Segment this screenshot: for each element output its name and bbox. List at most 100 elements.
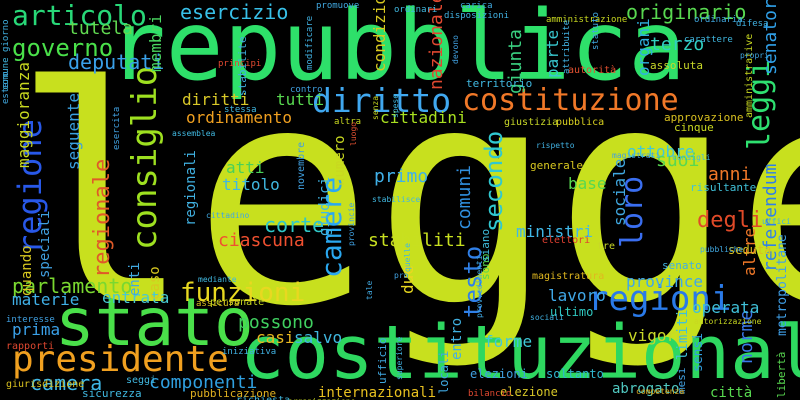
word-stato: stato <box>55 284 254 361</box>
word-numero: numero <box>332 135 348 186</box>
word-carattere: carattere <box>684 35 733 45</box>
word-autorizzazione: autorizzazione <box>694 317 762 326</box>
word-costituzione: costituzione <box>462 83 679 118</box>
word-pubblica: pubblica <box>556 117 605 128</box>
word-promuove: promuove <box>316 1 360 11</box>
word-suoi: suoi <box>656 150 700 171</box>
word-devono: devono <box>451 35 460 64</box>
word-ciascuna: ciascuna <box>218 230 305 251</box>
word-autorita: autorità <box>568 65 617 76</box>
word-enti: enti <box>127 262 143 296</box>
word-sociale: sociale <box>610 158 629 226</box>
word-operata: operata <box>692 298 760 317</box>
word-novembre: novembre <box>296 141 307 190</box>
word-casi: casi <box>256 328 295 347</box>
word-abrogato: abrogato <box>612 381 680 397</box>
word-provvedimenti: provvedimenti <box>475 255 484 318</box>
word-esercizio: esercizio <box>180 0 289 24</box>
word-esercita: esercita <box>112 106 122 150</box>
word-disposizioni: disposizioni <box>444 11 510 21</box>
word-forme: forme <box>484 332 533 351</box>
word-assicura: assicura <box>196 299 240 309</box>
word-tutti: tutti <box>276 90 325 109</box>
word-internazionali: internazionali <box>318 385 437 400</box>
word-materie: materie <box>12 290 80 309</box>
word-camera: camera <box>30 371 103 395</box>
word-mediante: mediante <box>198 275 237 284</box>
word-entrata: entrata <box>102 288 170 307</box>
word-comuni: comuni <box>454 164 475 230</box>
word-seguente: seguente <box>64 92 83 170</box>
word-anni: anni <box>708 164 752 185</box>
word-originario: originario <box>626 0 747 24</box>
word-giudici: giudici <box>317 176 333 236</box>
word-estero: estero <box>1 71 11 104</box>
word-corte: corte <box>264 213 325 237</box>
word-componenti: componenti <box>149 372 258 393</box>
word-richiesta: richiesta <box>236 396 290 400</box>
word-pubbliche: pubbliche <box>700 245 744 254</box>
word-ministri: ministri <box>516 222 594 241</box>
word-sensi: sensi <box>691 332 706 372</box>
word-soltanto: soltanto <box>546 367 604 381</box>
word-modificare: modificare <box>305 15 315 70</box>
word-limiti: limiti <box>675 309 691 360</box>
word-generale: generale <box>530 159 583 172</box>
word-diritto: diritto <box>312 81 452 120</box>
word-elezioni: elezioni <box>470 367 528 381</box>
word-amministrative: amministrative <box>744 33 755 118</box>
word-possono: possono <box>238 312 314 333</box>
word-entro: entro <box>449 317 465 360</box>
word-pubblicazione: pubblicazione <box>190 387 277 400</box>
word-senatori: senatori <box>760 0 781 75</box>
word-locali: locali <box>437 350 451 394</box>
word-propri: propri <box>740 51 769 60</box>
word-caso: caso <box>147 266 163 300</box>
word-magistrati: magistrati <box>612 151 661 160</box>
word-ordinari: ordinari <box>394 5 438 15</box>
word-terzo: terzo <box>650 34 705 55</box>
word-maggioranza: maggioranza <box>14 62 33 168</box>
word-metropolitane: metropolitane <box>775 234 790 336</box>
word-lavoro: lavoro <box>548 286 606 305</box>
word-stabilisce: stabilisce <box>372 195 421 204</box>
word-luogo: luogo <box>349 121 358 146</box>
word-rapporti: rapporti <box>6 341 55 352</box>
word-seduta: seduta <box>728 243 772 257</box>
word-governo: governo <box>12 34 114 62</box>
word-parte: parte <box>543 29 562 78</box>
word-funzioni: funzioni <box>180 278 306 308</box>
word-parlamento: parlamento <box>12 274 133 298</box>
word-carica: carica <box>460 1 493 11</box>
word-giorno: giorno <box>1 19 11 52</box>
word-province: province <box>626 272 704 291</box>
word-regionale: regionale <box>90 158 115 278</box>
word-regionali: regionali <box>183 150 199 226</box>
word-ordinamento: ordinamento <box>186 108 292 127</box>
word-deputati: deputati <box>68 50 165 74</box>
word-ottobre: ottobre <box>627 142 695 161</box>
word-sicurezza: sicurezza <box>82 387 142 400</box>
word-diritti: diritti <box>182 90 250 109</box>
word-quelle: quelle <box>403 243 412 272</box>
word-personale: personale <box>210 297 265 308</box>
word-competenza: competenza <box>636 387 685 396</box>
word-senza: senza <box>371 95 380 120</box>
word-ufficio: ufficio <box>376 337 389 384</box>
word-primo: primo <box>374 166 429 187</box>
word-atti: atti <box>226 158 265 177</box>
word-difesa: difesa <box>736 19 769 29</box>
word-assoluta: assoluta <box>650 59 703 72</box>
word-membri: membri <box>146 14 165 72</box>
word-magistratura: magistratura <box>532 271 605 282</box>
word-liberta: libertà <box>775 351 788 398</box>
word-contro: contro <box>290 85 323 95</box>
word-prima: prima <box>12 320 61 339</box>
word-giustizia: giustizia <box>504 117 559 128</box>
word-tutela: tutela <box>68 18 134 39</box>
word-stessa: stessa <box>224 105 257 115</box>
word-vigore: vigore <box>628 326 686 345</box>
word-elettori: elettori <box>542 235 591 246</box>
word-ultimo: ultimo <box>550 305 594 319</box>
word-risultante: risultante <box>690 181 757 194</box>
